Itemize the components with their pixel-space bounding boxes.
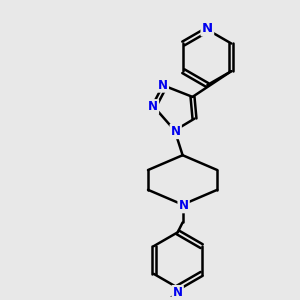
Text: N: N	[158, 79, 168, 92]
Text: N: N	[173, 286, 183, 299]
Text: N: N	[178, 199, 189, 212]
Text: N: N	[202, 22, 213, 35]
Text: N: N	[148, 100, 158, 113]
Text: N: N	[171, 125, 181, 138]
